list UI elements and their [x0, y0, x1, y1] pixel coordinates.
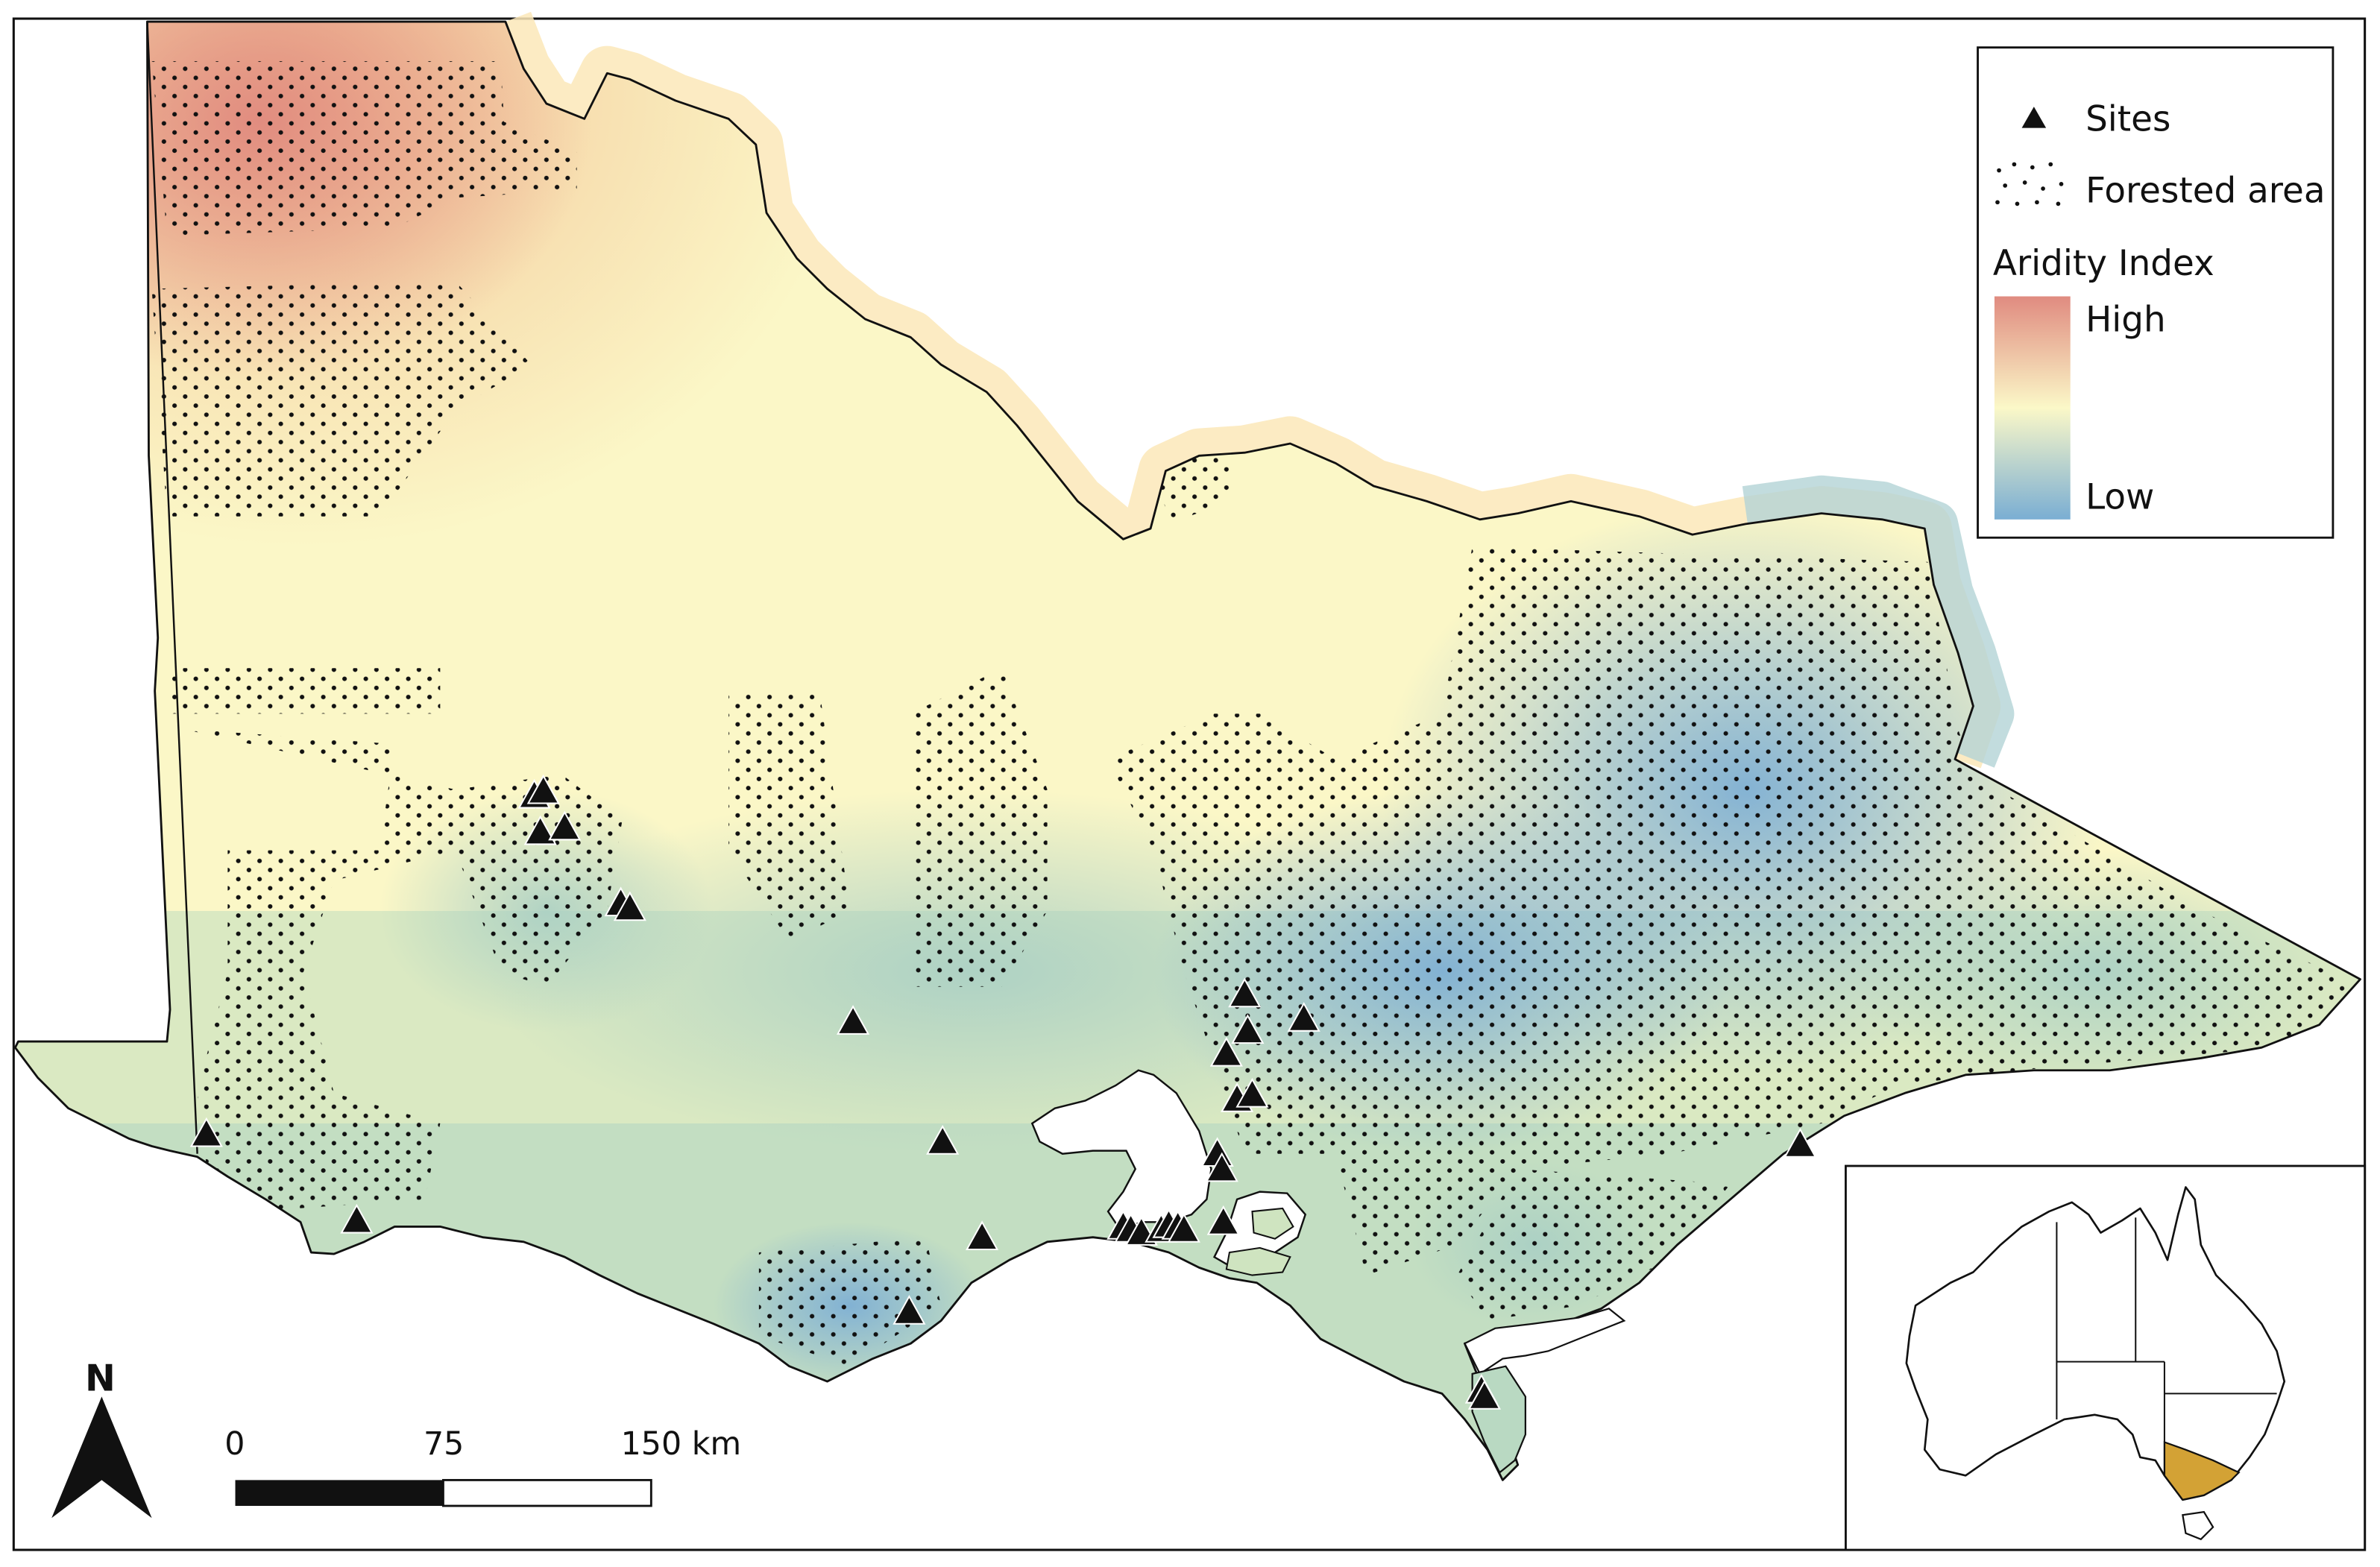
site-marker [966, 1220, 999, 1250]
scale-bar-white [442, 1478, 652, 1507]
site-marker [189, 1117, 223, 1147]
legend-aridity-ramp [1994, 296, 2071, 520]
site-marker [1209, 1036, 1243, 1067]
site-marker [1205, 1152, 1238, 1182]
site-marker [523, 815, 557, 845]
site-marker [1784, 1128, 1817, 1158]
corner-inlet [1463, 1308, 1626, 1375]
phillip-island [1225, 1246, 1291, 1276]
site-marker [613, 891, 646, 921]
site-marker [1228, 977, 1262, 1008]
australia-inset [1845, 1164, 2367, 1551]
legend: Sites Forested area Aridity Index High L… [1977, 46, 2335, 539]
site-marker [892, 1294, 926, 1325]
scale-bar: 0 75 150 km [224, 1425, 742, 1507]
scale-tick-0: 0 [224, 1425, 245, 1463]
sa-border [146, 22, 198, 1154]
legend-aridity-high: High [2085, 300, 2166, 340]
tasmania [2182, 1510, 2214, 1541]
legend-forest-label: Forested area [2085, 171, 2325, 211]
site-marker [1467, 1379, 1502, 1410]
australia-outline [1905, 1186, 2286, 1501]
north-arrow-icon [51, 1396, 152, 1519]
port-phillip-bay [1030, 1069, 1212, 1231]
site-marker [836, 1005, 870, 1035]
site-marker [1235, 1077, 1269, 1108]
legend-sites-label: Sites [2085, 100, 2170, 140]
site-marker [1206, 1205, 1240, 1235]
scale-tick-150: 150 km [621, 1425, 742, 1463]
scale-tick-75: 75 [424, 1425, 464, 1463]
border-halo-east [1742, 475, 2015, 768]
site-marker [526, 774, 560, 804]
legend-site-symbol [2021, 107, 2047, 128]
north-arrow-label: N [85, 1357, 116, 1399]
site-marker [1287, 1002, 1320, 1032]
legend-aridity-title: Aridity Index [1993, 244, 2214, 284]
victoria-highlight [2163, 1440, 2241, 1501]
state-borders [2056, 1217, 2277, 1476]
sites-layer [189, 774, 1817, 1410]
site-marker [1231, 1014, 1265, 1044]
site-marker [1167, 1213, 1200, 1243]
legend-forest-symbol [1995, 162, 2064, 206]
site-marker [340, 1203, 374, 1234]
site-marker [548, 810, 582, 841]
french-island [1251, 1207, 1294, 1240]
scale-bar-black [235, 1480, 444, 1506]
north-arrow: N [51, 1357, 152, 1519]
forested-areas [151, 61, 2361, 1366]
legend-aridity-low: Low [2085, 478, 2154, 518]
site-marker [926, 1124, 960, 1155]
